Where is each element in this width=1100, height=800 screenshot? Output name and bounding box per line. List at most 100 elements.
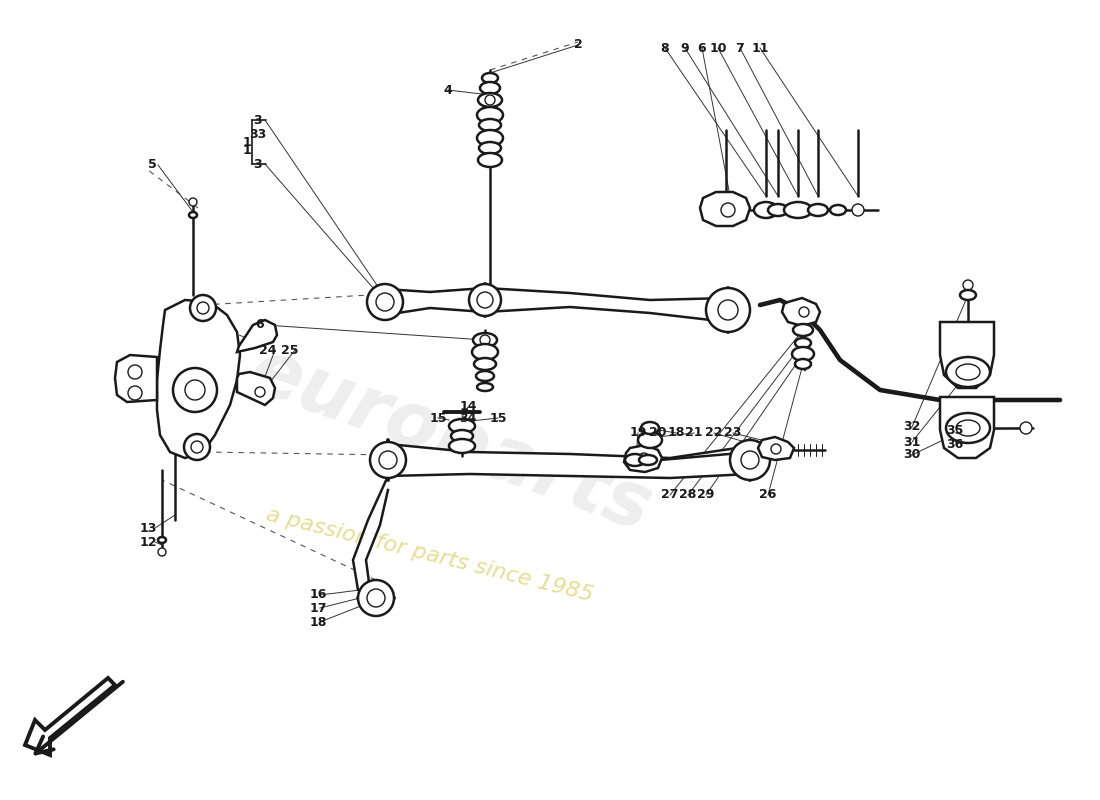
Text: 10: 10 <box>710 42 727 54</box>
Circle shape <box>852 204 864 216</box>
Ellipse shape <box>793 324 813 336</box>
Ellipse shape <box>808 204 828 216</box>
Text: 31: 31 <box>903 435 921 449</box>
Ellipse shape <box>795 359 811 369</box>
Text: 23: 23 <box>724 426 741 439</box>
Circle shape <box>189 198 197 206</box>
Text: 30: 30 <box>903 449 921 462</box>
Circle shape <box>639 453 649 463</box>
Ellipse shape <box>482 73 498 83</box>
Text: 22: 22 <box>705 426 723 439</box>
Circle shape <box>730 440 770 480</box>
Ellipse shape <box>946 413 990 443</box>
Text: 1: 1 <box>243 143 252 157</box>
Polygon shape <box>782 298 820 326</box>
Ellipse shape <box>477 130 503 146</box>
Ellipse shape <box>478 153 502 167</box>
Circle shape <box>469 284 500 316</box>
Ellipse shape <box>474 358 496 370</box>
Circle shape <box>962 280 974 290</box>
Ellipse shape <box>956 420 980 436</box>
Text: 25: 25 <box>282 343 299 357</box>
Circle shape <box>480 335 490 345</box>
Ellipse shape <box>641 422 659 434</box>
Text: 33: 33 <box>250 129 266 142</box>
Text: 36: 36 <box>946 438 964 450</box>
Circle shape <box>197 302 209 314</box>
Circle shape <box>1020 422 1032 434</box>
Polygon shape <box>157 300 240 458</box>
Text: 3: 3 <box>254 158 262 170</box>
Polygon shape <box>25 678 115 755</box>
Ellipse shape <box>792 347 814 361</box>
Text: 32: 32 <box>903 421 921 434</box>
Polygon shape <box>385 288 728 322</box>
Text: 6: 6 <box>255 318 264 331</box>
Text: 29: 29 <box>697 489 715 502</box>
Circle shape <box>370 442 406 478</box>
Circle shape <box>184 434 210 460</box>
Circle shape <box>128 365 142 379</box>
Text: 14: 14 <box>460 401 476 414</box>
Text: 19: 19 <box>629 426 647 439</box>
Text: 18: 18 <box>668 426 684 439</box>
Text: 20: 20 <box>649 426 667 439</box>
Circle shape <box>158 548 166 556</box>
Text: europarts: europarts <box>239 333 661 547</box>
Text: 16: 16 <box>309 589 327 602</box>
Text: 24: 24 <box>260 343 277 357</box>
Circle shape <box>185 380 205 400</box>
Ellipse shape <box>478 93 502 107</box>
Text: 27: 27 <box>661 489 679 502</box>
Text: 15: 15 <box>490 411 507 425</box>
Polygon shape <box>940 322 994 388</box>
Circle shape <box>706 288 750 332</box>
Ellipse shape <box>478 119 500 131</box>
Polygon shape <box>940 397 994 458</box>
Text: a passion for parts since 1985: a passion for parts since 1985 <box>264 505 595 606</box>
Text: 9: 9 <box>681 42 690 54</box>
Ellipse shape <box>639 455 657 465</box>
Text: 12: 12 <box>140 535 156 549</box>
Text: 7: 7 <box>736 42 745 54</box>
Circle shape <box>128 386 142 400</box>
Text: 35: 35 <box>946 423 964 437</box>
Ellipse shape <box>946 357 990 387</box>
Circle shape <box>358 580 394 616</box>
Ellipse shape <box>472 344 498 360</box>
Text: 6: 6 <box>697 42 706 54</box>
Text: 11: 11 <box>751 42 769 54</box>
Ellipse shape <box>638 432 662 448</box>
Circle shape <box>477 292 493 308</box>
Text: 1: 1 <box>243 135 252 149</box>
Ellipse shape <box>158 537 166 543</box>
Text: 26: 26 <box>759 489 777 502</box>
Circle shape <box>741 451 759 469</box>
Polygon shape <box>116 355 157 402</box>
Ellipse shape <box>956 364 980 380</box>
Ellipse shape <box>449 419 475 433</box>
Ellipse shape <box>473 333 497 347</box>
Circle shape <box>255 387 265 397</box>
Ellipse shape <box>960 290 976 300</box>
Ellipse shape <box>476 371 494 381</box>
Ellipse shape <box>477 383 493 391</box>
Circle shape <box>367 284 403 320</box>
Circle shape <box>799 307 808 317</box>
Polygon shape <box>236 372 275 405</box>
Text: 5: 5 <box>147 158 156 171</box>
Ellipse shape <box>830 205 846 215</box>
Circle shape <box>173 368 217 412</box>
Ellipse shape <box>784 202 812 218</box>
Polygon shape <box>353 476 388 598</box>
Polygon shape <box>236 320 277 352</box>
Text: 8: 8 <box>661 42 669 54</box>
Ellipse shape <box>480 82 501 94</box>
Text: 15: 15 <box>429 411 447 425</box>
Circle shape <box>771 444 781 454</box>
Text: 13: 13 <box>140 522 156 534</box>
Circle shape <box>720 203 735 217</box>
Text: 3: 3 <box>254 114 262 126</box>
Ellipse shape <box>451 430 473 442</box>
Text: 28: 28 <box>680 489 696 502</box>
